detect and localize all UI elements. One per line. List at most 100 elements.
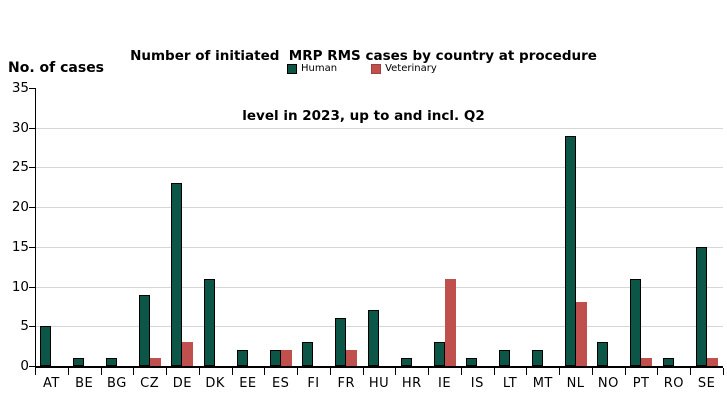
bar-human-IE [433, 342, 445, 366]
x-axis-tick [264, 368, 266, 375]
x-tick-label-FR: FR [337, 376, 355, 391]
bar-human-HR [400, 358, 412, 366]
x-axis-tick [624, 368, 626, 375]
bar-human-FI [302, 342, 314, 366]
bar-veterinary-CZ [149, 358, 161, 366]
x-tick-label-NO: NO [597, 376, 619, 391]
y-axis-line [35, 88, 36, 368]
bar-human-CZ [138, 294, 150, 366]
x-axis-tick [591, 368, 593, 375]
y-axis-tick [29, 127, 35, 129]
bar-human-DK [204, 278, 216, 366]
bar-veterinary-FR [346, 350, 358, 366]
bar-veterinary-ES [280, 350, 292, 366]
x-tick-label-DE: DE [172, 376, 193, 391]
x-axis-tick [460, 368, 462, 375]
y-tick-label: 15 [11, 238, 29, 255]
bar-veterinary-DE [182, 342, 194, 366]
bar-human-NO [597, 342, 609, 366]
y-tick-label: 30 [11, 119, 29, 136]
bar-veterinary-IE [444, 278, 456, 366]
x-axis-tick [395, 368, 397, 375]
x-axis-tick [100, 368, 102, 375]
x-tick-label-RO: RO [663, 376, 684, 391]
bar-human-DE [171, 183, 183, 366]
y-tick-label: 25 [11, 159, 29, 176]
x-axis-tick [166, 368, 168, 375]
x-tick-label-LT: LT [502, 376, 518, 391]
y-tick-label: 5 [20, 318, 29, 335]
legend-swatch-icon [287, 64, 297, 74]
bar-human-IS [466, 358, 478, 366]
x-axis-tick [657, 368, 659, 375]
x-axis-tick [35, 368, 36, 375]
legend-label: Human [301, 63, 338, 74]
x-axis-tick [198, 368, 200, 375]
bar-veterinary-SE [706, 358, 718, 366]
x-axis-tick [231, 368, 233, 375]
bar-human-RO [662, 358, 674, 366]
y-tick-label: 20 [11, 199, 29, 216]
x-axis-tick [723, 368, 724, 375]
x-tick-label-BG: BG [107, 376, 127, 391]
x-axis-tick [133, 368, 135, 375]
y-tick-label: 35 [11, 80, 29, 96]
bar-human-EE [236, 350, 248, 366]
legend-swatch-icon [371, 64, 382, 74]
x-axis-tick [559, 368, 561, 375]
bar-human-MT [531, 350, 543, 366]
bar-human-NL [564, 135, 576, 366]
x-tick-label-CZ: CZ [140, 376, 160, 391]
gridline-y30 [35, 127, 723, 129]
x-tick-label-AT: AT [42, 376, 60, 391]
y-axis-title: No. of cases [8, 60, 105, 76]
bar-human-FR [335, 318, 347, 366]
y-axis-tick [29, 207, 35, 209]
legend: Human Veterinary [287, 64, 437, 74]
x-tick-label-DK: DK [205, 376, 225, 391]
bar-human-SE [695, 246, 707, 366]
x-tick-label-BE: BE [75, 376, 94, 391]
x-tick-label-ES: ES [271, 376, 290, 391]
x-tick-label-NL: NL [566, 376, 585, 391]
legend-label: Veterinary [385, 63, 437, 74]
chart-title: Number of initiated MRP RMS cases by cou… [0, 6, 727, 166]
bar-human-BG [105, 358, 117, 366]
bar-human-ES [269, 350, 281, 366]
x-tick-label-IS: IS [470, 376, 484, 391]
x-axis-tick [493, 368, 495, 375]
y-tick-label: 0 [20, 358, 29, 374]
bar-human-HU [368, 310, 379, 366]
legend-item-veterinary: Veterinary [371, 64, 437, 74]
gridline-y25 [35, 167, 723, 169]
gridline-y20 [35, 207, 723, 209]
x-tick-label-FI: FI [307, 376, 320, 391]
x-tick-label-EE: EE [239, 376, 257, 391]
gridline-y5 [35, 326, 723, 328]
y-axis-tick [29, 88, 35, 89]
y-tick-label: 10 [11, 278, 29, 295]
bar-human-BE [73, 358, 85, 366]
x-tick-label-PT: PT [632, 376, 650, 391]
y-axis-tick [29, 167, 35, 169]
y-axis-tick [29, 286, 35, 288]
x-tick-label-HR: HR [401, 376, 422, 391]
bar-veterinary-NL [575, 302, 587, 366]
y-axis-tick [29, 246, 35, 248]
x-axis-tick [297, 368, 299, 375]
chart-title-line2: level in 2023, up to and incl. Q2 [242, 108, 485, 124]
gridline-y10 [35, 286, 723, 288]
x-axis-tick [362, 368, 364, 375]
gridline-y15 [35, 246, 723, 248]
y-axis-tick [29, 326, 35, 328]
x-tick-label-HU: HU [368, 376, 390, 391]
x-tick-label-SE: SE [697, 376, 716, 391]
y-axis-tick [29, 366, 35, 367]
x-axis-tick [329, 368, 331, 375]
chart-title-line1: Number of initiated MRP RMS cases by cou… [130, 48, 597, 64]
x-tick-label-MT: MT [532, 376, 553, 391]
x-axis-tick [428, 368, 430, 375]
x-axis-tick [690, 368, 692, 375]
plot-area: 0 5 10 15 20 25 30 35 AT BE BG CZ DE DK EE ES FI FR HU HR IE… [12, 80, 724, 391]
